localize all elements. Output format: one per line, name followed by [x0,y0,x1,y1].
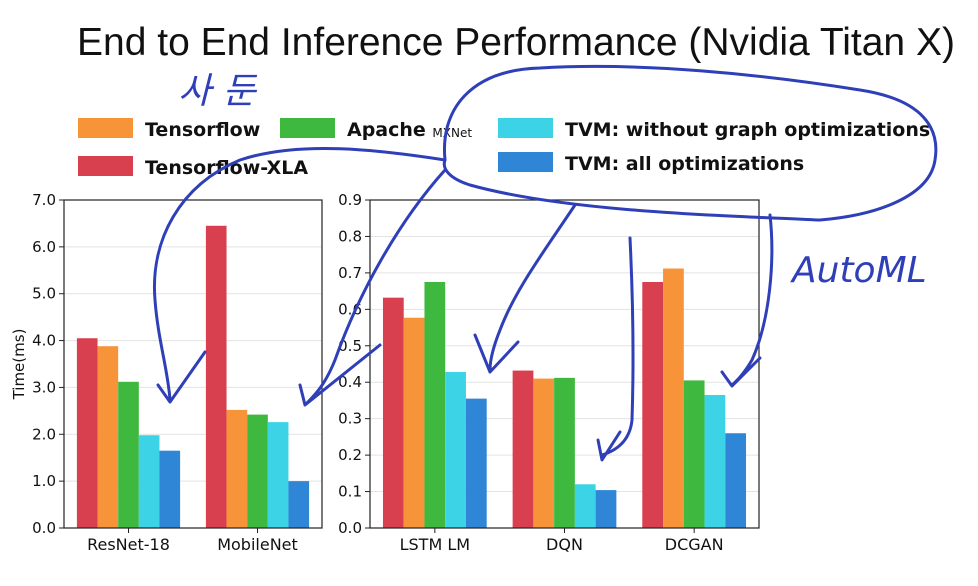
legend-label: TVM: all optimizations [565,153,804,175]
legend-label: Apache MXNet [347,119,472,141]
bar [159,450,181,528]
legend-entry: Tensorflow-XLA [78,156,308,179]
handwriting-automl: AutoML [790,250,927,291]
ink-circle [442,64,938,222]
y-tick-label: 0.6 [338,300,362,318]
bar [574,484,596,528]
bar [533,378,555,528]
bar [382,297,404,528]
x-category-label: ResNet-18 [87,535,170,554]
handwritten-annotations: 사 둔 AutoML [152,64,938,462]
bar [445,372,466,528]
y-tick-label: 4.0 [32,332,56,350]
y-tick-label: 6.0 [32,238,56,256]
y-axis-title: Time(ms) [10,329,28,401]
legend-swatch [78,118,133,138]
legend-label: Tensorflow [145,119,260,141]
legend-swatch [78,156,133,176]
bar [465,398,487,528]
y-tick-label: 0.8 [338,227,362,245]
x-category-label: LSTM LM [400,535,470,554]
legend-label: TVM: without graph optimizations [565,119,930,141]
y-tick-label: 1.0 [32,472,56,490]
ink-arrow-resnet [152,146,447,404]
bar [97,346,119,528]
bar [683,380,705,528]
bar [138,435,160,528]
y-tick-label: 3.0 [32,378,56,396]
x-category-label: MobileNet [217,535,298,554]
legend-label: Tensorflow-XLA [145,157,308,179]
chart-title: End to End Inference Performance (Nvidia… [77,21,955,64]
bar [205,225,227,528]
bar [704,394,726,528]
plot-frame [63,199,323,529]
handwriting-top: 사 둔 [178,71,258,112]
ink-arrow-dcgan [720,213,774,388]
bar [595,490,617,528]
chart-right: 0.0 0.1 0.2 0.3 0.4 0.5 0.6 0.7 0.8 0.9 LSTM LM DQN… [338,191,760,554]
plot-frame [369,199,760,529]
bar [554,377,575,528]
bar [76,338,98,528]
legend-swatch [498,118,553,138]
x-category-label: DCGAN [665,535,724,554]
bar [118,381,139,528]
bar [663,268,684,528]
legend-sublabel: MXNet [432,126,472,140]
ink-arrow-mobilenet [298,168,447,407]
bar [512,370,534,528]
ink-arrow-dqn [596,236,635,462]
legend-swatch [498,152,553,172]
y-tick-label: 0.3 [338,410,362,428]
bar [725,433,747,528]
y-tick-label: 0.9 [338,191,362,209]
legend-entry: TVM: without graph optimizations [498,118,930,141]
y-tick-label: 5.0 [32,285,56,303]
bar [226,409,248,528]
legend-entry: Tensorflow [78,118,260,141]
y-tick-label: 0.1 [338,483,362,501]
y-tick-label: 0.0 [32,519,56,537]
x-category-label: DQN [546,535,583,554]
bar [642,282,664,528]
y-tick-label: 0.0 [338,519,362,537]
y-tick-label: 2.0 [32,425,56,443]
ink-arrow-lstm [473,203,577,374]
bar [403,317,425,528]
bar [247,414,268,528]
legend-entry: Apache MXNet [280,118,472,141]
legend: Tensorflow Apache MXNet TVM: without graph… [78,118,930,179]
y-tick-label: 0.5 [338,337,362,355]
y-tick-label: 7.0 [32,191,56,209]
y-tick-label: 0.7 [338,264,362,282]
y-tick-label: 0.4 [338,373,362,391]
legend-swatch [280,118,335,138]
bar [424,282,446,528]
legend-entry: TVM: all optimizations [498,152,804,175]
y-tick-label: 0.2 [338,446,362,464]
bar [288,481,310,528]
bar [267,422,289,528]
chart-left: 0.0 1.0 2.0 3.0 4.0 5.0 6.0 7.0 ResNet-18 MobileN… [10,191,323,554]
